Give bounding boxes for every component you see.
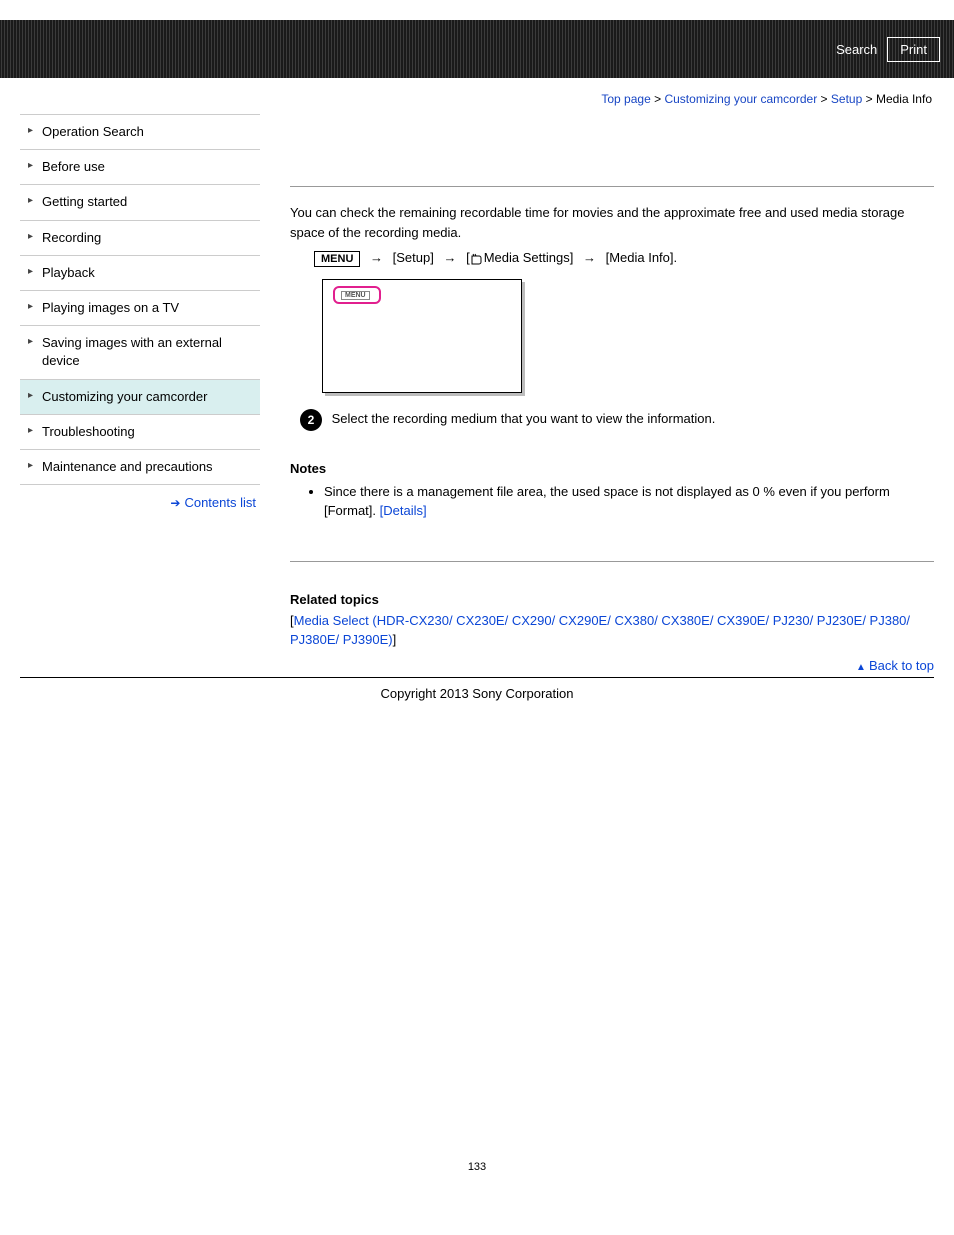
sidebar-item[interactable]: Maintenance and precautions xyxy=(20,450,260,485)
header-bar: Search Print xyxy=(0,20,954,78)
breadcrumb-leaf: Media Info xyxy=(876,92,932,106)
step-number-badge: 2 xyxy=(300,409,322,431)
content-area: You can check the remaining recordable t… xyxy=(290,114,934,673)
sidebar-item[interactable]: Operation Search xyxy=(20,115,260,150)
note-item: Since there is a management file area, t… xyxy=(324,482,934,521)
sidebar-item-active[interactable]: Customizing your camcorder xyxy=(20,380,260,415)
footer-divider xyxy=(20,677,934,678)
menu-step: [Setup] xyxy=(393,250,434,265)
breadcrumb-sep: > xyxy=(866,92,873,106)
sidebar-item[interactable]: Before use xyxy=(20,150,260,185)
divider xyxy=(290,561,934,562)
notes-list: Since there is a management file area, t… xyxy=(290,482,934,521)
media-settings-icon xyxy=(470,253,484,265)
up-arrow-icon: ▲ xyxy=(856,662,866,673)
sidebar-item[interactable]: Saving images with an external device xyxy=(20,326,260,379)
sidebar-item[interactable]: Playback xyxy=(20,256,260,291)
step-text: Select the recording medium that you wan… xyxy=(332,411,716,426)
arrow-icon: → xyxy=(443,250,456,265)
sidebar-item[interactable]: Playing images on a TV xyxy=(20,291,260,326)
menu-chip: MENU xyxy=(314,251,360,267)
menu-path: MENU → [Setup] → [Media Settings] → [Med… xyxy=(314,250,934,267)
breadcrumb-top[interactable]: Top page xyxy=(601,92,650,106)
divider xyxy=(290,186,934,187)
details-link[interactable]: [Details] xyxy=(380,503,427,518)
arrow-icon: → xyxy=(583,250,596,265)
sidebar-item[interactable]: Troubleshooting xyxy=(20,415,260,450)
sidebar-item[interactable]: Recording xyxy=(20,221,260,256)
breadcrumb-sep: > xyxy=(821,92,828,106)
sidebar-item[interactable]: Getting started xyxy=(20,185,260,220)
screen-illustration xyxy=(322,279,522,393)
sidebar: Operation Search Before use Getting star… xyxy=(20,114,260,673)
bracket-close: ] xyxy=(393,632,397,647)
breadcrumb-section[interactable]: Customizing your camcorder xyxy=(664,92,817,106)
back-to-top[interactable]: ▲Back to top xyxy=(290,658,934,673)
breadcrumb-sub[interactable]: Setup xyxy=(831,92,862,106)
print-button[interactable]: Print xyxy=(887,37,940,62)
menu-step: [Media Info]. xyxy=(606,250,678,265)
menu-step: Media Settings] xyxy=(484,250,574,265)
menu-highlight-icon xyxy=(333,286,381,304)
arrow-icon: → xyxy=(370,250,383,265)
intro-text: You can check the remaining recordable t… xyxy=(290,203,934,242)
related-link[interactable]: Media Select (HDR-CX230/ CX230E/ CX290/ … xyxy=(290,613,910,648)
related-block: [Media Select (HDR-CX230/ CX230E/ CX290/… xyxy=(290,611,934,650)
copyright-text: Copyright 2013 Sony Corporation xyxy=(0,684,954,741)
page-number: 133 xyxy=(0,1161,954,1173)
sidebar-menu: Operation Search Before use Getting star… xyxy=(20,114,260,485)
related-heading: Related topics xyxy=(290,592,934,607)
back-to-top-link[interactable]: Back to top xyxy=(869,658,934,673)
notes-heading: Notes xyxy=(290,461,934,476)
search-button[interactable]: Search xyxy=(836,42,877,57)
breadcrumb-sep: > xyxy=(654,92,661,106)
contents-list-link[interactable]: Contents list xyxy=(170,495,256,510)
breadcrumb: Top page > Customizing your camcorder > … xyxy=(0,78,954,114)
